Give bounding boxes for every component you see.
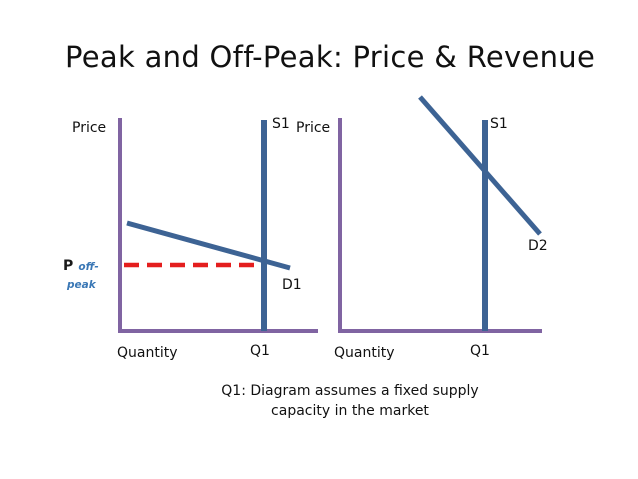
right-price-label: Price xyxy=(296,120,331,136)
left-s1-label: S1 xyxy=(272,116,290,132)
left-q1-label: Q1 xyxy=(250,343,270,359)
right-axes xyxy=(338,118,542,333)
right-quantity-label: Quantity xyxy=(334,345,395,361)
note-line-2: capacity in the market xyxy=(271,403,429,419)
left-d1-label: D1 xyxy=(282,277,302,293)
price-sub-off: off- xyxy=(78,261,99,273)
note-line-1: Q1: Diagram assumes a fixed supply xyxy=(221,383,479,399)
price-p-text: P xyxy=(63,258,74,274)
right-s1-label: S1 xyxy=(490,116,508,132)
right-q1-label: Q1 xyxy=(470,343,490,359)
off-peak-price-label: P off- peak xyxy=(63,256,99,293)
right-d2-label: D2 xyxy=(528,238,548,254)
slide-title: Peak and Off-Peak: Price & Revenue xyxy=(65,40,596,74)
left-demand-line xyxy=(126,220,291,271)
price-sub-peak: peak xyxy=(67,279,96,292)
right-demand-line xyxy=(418,95,542,236)
assumption-note: Q1: Diagram assumes a fixed supply capac… xyxy=(200,381,500,421)
left-axes xyxy=(118,118,318,333)
left-quantity-label: Quantity xyxy=(117,345,178,361)
left-price-label: Price xyxy=(72,120,107,136)
